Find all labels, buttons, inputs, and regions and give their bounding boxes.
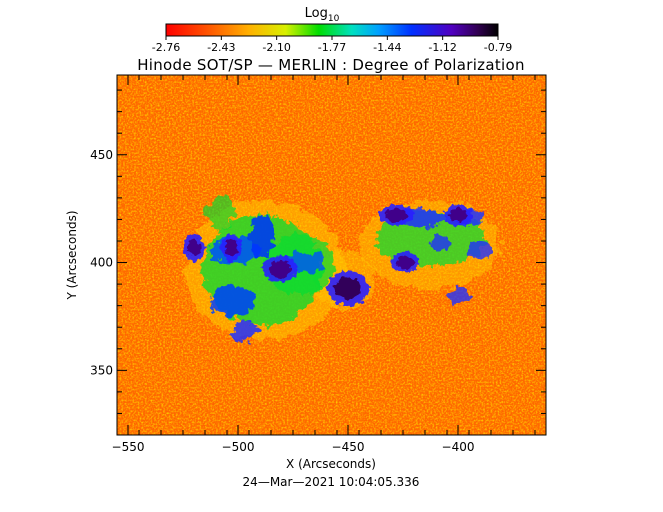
spot-core [187, 238, 201, 257]
x-tick-label: −450 [332, 440, 365, 454]
colorbar-tick-label: -0.79 [484, 41, 512, 54]
timestamp: 24—Mar—2021 10:04:05.336 [243, 475, 420, 489]
colorbar-tick-label: -1.44 [373, 41, 401, 54]
y-tick-label: 450 [90, 148, 113, 162]
plot-image [117, 75, 546, 435]
y-axis: 350 400 450 [90, 89, 546, 414]
x-tick-label: −500 [222, 440, 255, 454]
colorbar-gradient [165, 23, 499, 37]
spot-core [224, 238, 238, 257]
colorbar-tick-label: -1.77 [318, 41, 346, 54]
y-tick-label: 350 [90, 363, 113, 377]
x-tick-label: −400 [442, 440, 475, 454]
colorbar-tick-label: -1.12 [428, 41, 456, 54]
colorbar-ticks: -2.76 -2.43 -2.10 -1.77 -1.44 -1.12 -0.79 [152, 36, 512, 54]
colorbar-tick-label: -2.43 [207, 41, 235, 54]
y-axis-label: Y (Arcseconds) [65, 210, 79, 300]
y-tick-label: 400 [90, 256, 113, 270]
spot-core [449, 208, 467, 222]
x-axis: −550 −500 −450 −400 [112, 75, 536, 454]
colorbar: Log10 -2.76 -2.43 -2.10 -1.77 -1.44 -1.12 -0.7… [152, 6, 512, 54]
spot-core [396, 256, 415, 270]
spot-core [385, 208, 408, 222]
spot-core [268, 260, 291, 278]
x-tick-label: −550 [112, 440, 145, 454]
plot-frame [116, 74, 547, 436]
colorbar-tick-label: -2.76 [152, 41, 180, 54]
colorbar-tick-label: -2.10 [262, 41, 290, 54]
spot-core [334, 277, 362, 300]
plot-title: Hinode SOT/SP — MERLIN : Degree of Polar… [137, 56, 525, 74]
colorbar-title: Log10 [305, 6, 340, 24]
sunspots [183, 204, 473, 306]
x-axis-label: X (Arcseconds) [286, 457, 376, 471]
